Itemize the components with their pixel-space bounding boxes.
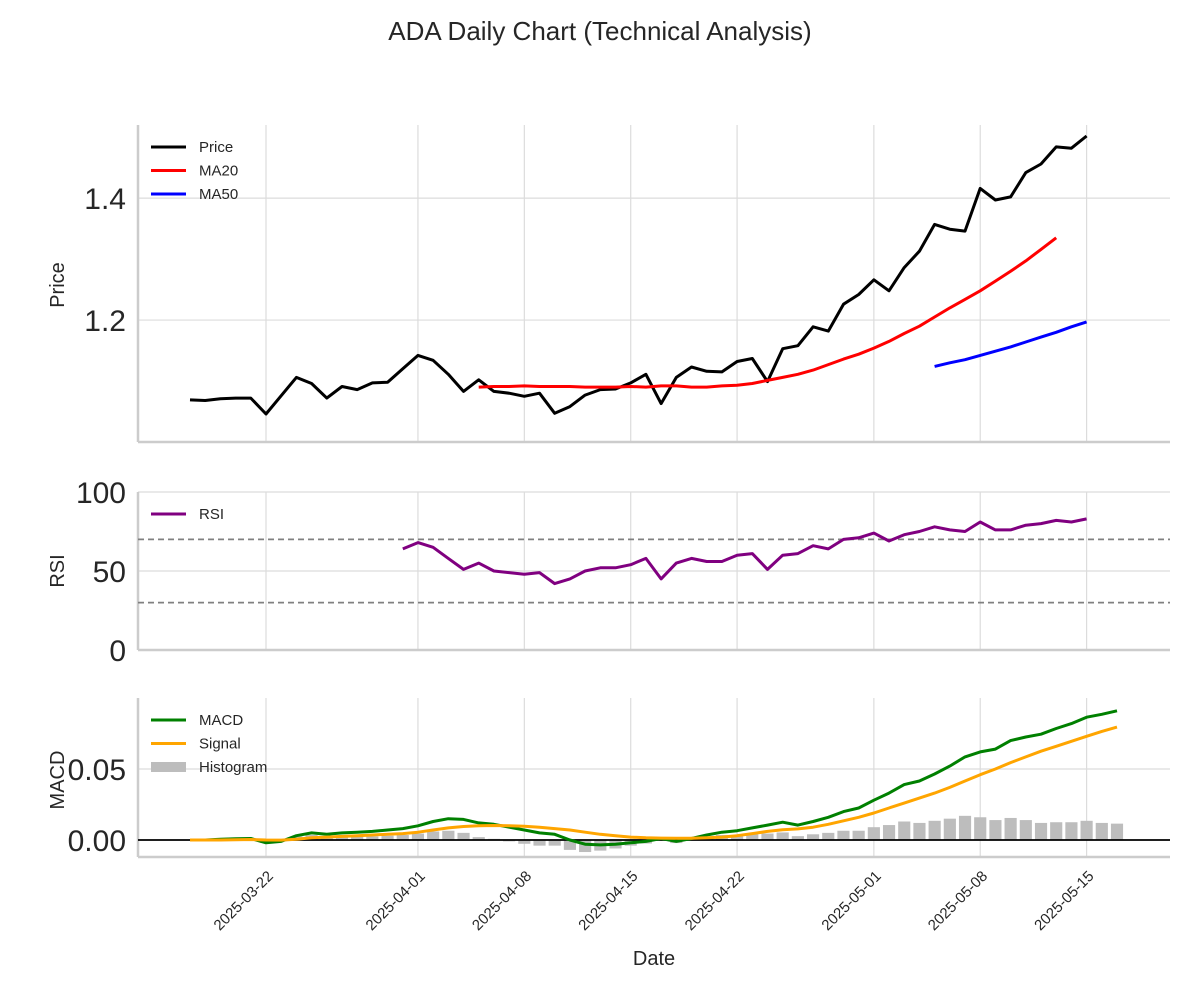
x-tick-label: 2025-05-08 — [925, 868, 991, 934]
histogram-bar — [351, 836, 364, 840]
y-tick-label: 50 — [93, 556, 126, 589]
histogram-bar — [335, 836, 349, 840]
legend-swatch — [151, 762, 186, 772]
histogram-bar — [1110, 823, 1124, 840]
histogram-bar — [837, 830, 850, 840]
series-line-rsi — [402, 517, 1087, 586]
histogram-bar — [442, 830, 455, 840]
histogram-bar — [1004, 817, 1017, 840]
y-tick-label: 100 — [76, 477, 126, 510]
y-axis-label-macd: MACD — [47, 751, 69, 810]
series-line-macd — [190, 709, 1118, 847]
histogram-bar — [548, 839, 561, 846]
histogram-bar — [898, 821, 911, 840]
series-line-ma50 — [934, 320, 1088, 368]
histogram-bar — [806, 834, 820, 840]
y-tick-label: 0.00 — [68, 825, 126, 858]
histogram-bar — [1050, 822, 1063, 840]
histogram-bar — [472, 837, 485, 840]
x-tick-label: 2025-05-01 — [818, 868, 884, 934]
legend-price: Price MA20 MA50 — [151, 139, 238, 203]
histogram-bar — [913, 822, 926, 840]
chart-title: ADA Daily Chart (Technical Analysis) — [388, 16, 811, 46]
histogram-bar — [427, 831, 440, 840]
y-tick-label: 0.05 — [68, 754, 126, 787]
histogram-bar — [776, 832, 789, 840]
panel-rsi: 0 50 100 RSI RSI — [47, 477, 1170, 668]
histogram-bar — [867, 827, 880, 840]
histogram-bar — [928, 820, 941, 840]
panel-price: 1.2 1.4 Price Price MA20 MA50 — [47, 125, 1170, 444]
x-tick-label: 2025-04-15 — [575, 868, 641, 934]
histogram-bar — [381, 835, 394, 840]
y-tick-label: 0 — [109, 635, 126, 668]
legend-label: MA20 — [199, 163, 238, 180]
histogram-bar — [1065, 822, 1078, 840]
histogram-bar — [746, 834, 759, 840]
histogram-bar — [1019, 820, 1032, 840]
histogram-bar — [366, 836, 379, 840]
y-tick-label: 1.2 — [84, 305, 126, 338]
histogram-bar — [411, 833, 425, 840]
histogram-bar — [882, 825, 896, 840]
y-axis-label-rsi: RSI — [47, 554, 69, 587]
x-tick-label: 2025-04-22 — [682, 868, 748, 934]
x-tick-label: 2025-04-01 — [362, 868, 428, 934]
histogram-bar — [518, 839, 531, 844]
x-tick-label: 2025-05-15 — [1031, 868, 1097, 934]
legend-label: MA50 — [199, 186, 238, 203]
x-tick-label: 2025-04-08 — [469, 868, 535, 934]
histogram-bar — [1034, 822, 1048, 840]
histogram-bar — [731, 834, 744, 840]
legend-label: Histogram — [199, 759, 267, 776]
series-line-signal — [190, 725, 1118, 842]
histogram-bar — [563, 839, 576, 850]
histogram-bar — [457, 832, 470, 840]
histogram-bar — [1095, 822, 1108, 840]
histogram-bar — [761, 833, 774, 840]
legend-label: Price — [199, 139, 233, 156]
x-tick-label: 2025-03-22 — [211, 868, 277, 934]
legend-label: Signal — [199, 736, 241, 753]
histogram-bar — [533, 839, 546, 846]
series-line-ma20 — [478, 236, 1058, 389]
panel-macd: 0.000.05MACDMACDSignalHistogram2025-03-2… — [47, 698, 1170, 934]
histogram-bar — [852, 830, 865, 840]
x-axis-label: Date — [633, 948, 675, 970]
legend-label: MACD — [199, 712, 243, 729]
legend-label: RSI — [199, 506, 224, 523]
histogram-bar — [974, 817, 987, 840]
series-line-price — [189, 134, 1088, 416]
histogram-bar — [822, 832, 835, 840]
histogram-bar — [791, 836, 804, 840]
histogram-bar — [958, 815, 972, 840]
histogram-bar — [1080, 820, 1093, 840]
histogram-bar — [989, 820, 1002, 840]
legend-macd: MACD Signal Histogram — [151, 712, 267, 776]
y-tick-label: 1.4 — [84, 183, 126, 216]
histogram-bar — [396, 834, 409, 840]
y-axis-label-price: Price — [47, 262, 69, 308]
histogram-bar — [943, 818, 956, 840]
legend-rsi: RSI — [151, 506, 224, 523]
